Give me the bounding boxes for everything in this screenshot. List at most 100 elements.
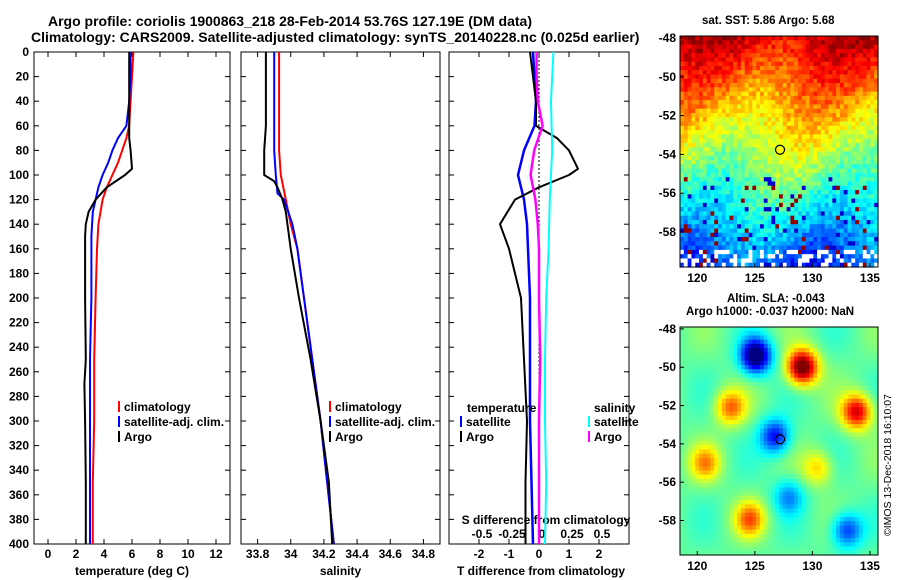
sla-map-cell xyxy=(721,348,727,353)
sst-map-cell xyxy=(817,113,822,118)
sla-map-cell xyxy=(790,479,795,484)
sst-map-cell xyxy=(794,44,799,50)
sst-map-cell xyxy=(820,228,826,234)
sst-map-cell xyxy=(798,83,803,88)
sst-map-cell xyxy=(866,198,871,204)
sst-map-cell xyxy=(775,219,780,225)
sla-map-cell xyxy=(767,483,772,489)
sla-map-cell xyxy=(870,453,875,459)
sla-map-cell xyxy=(794,483,799,489)
sla-map-cell xyxy=(710,360,715,366)
sla-map-cell xyxy=(847,419,852,425)
sla-map-cell xyxy=(752,394,757,400)
sst-map-cell xyxy=(862,207,868,212)
sst-map-cell xyxy=(779,211,784,217)
sst-map-cell xyxy=(695,121,700,127)
sla-map-cell xyxy=(683,449,689,455)
sst-map-cell xyxy=(763,125,769,131)
sst-map-cell xyxy=(695,211,700,217)
sst-map-cell xyxy=(855,164,860,170)
sla-map-cell xyxy=(691,441,696,446)
sla-map-cell xyxy=(680,449,685,455)
sla-map-cell xyxy=(862,339,868,345)
sla-map-cell xyxy=(687,339,693,345)
sst-map-cell xyxy=(710,241,715,247)
sst-map-cell xyxy=(866,177,871,183)
sla-map-cell xyxy=(740,479,746,484)
sst-map-cell xyxy=(858,164,864,170)
sst-map-cell xyxy=(759,100,765,106)
sst-map-cell xyxy=(756,224,761,230)
sst-map-cell xyxy=(809,164,814,170)
sst-map-cell xyxy=(710,215,715,221)
sst-map-cell xyxy=(702,198,708,204)
sla-map-cell xyxy=(729,348,734,353)
sla-map-cell xyxy=(767,441,772,446)
sla-map-cell xyxy=(809,474,814,480)
sst-map-cell xyxy=(855,91,860,97)
sla-map-cell xyxy=(828,432,833,438)
sla-map-cell xyxy=(737,348,742,353)
sla-map-cell xyxy=(817,348,822,353)
sst-map-cell xyxy=(687,40,693,46)
sst-map-cell xyxy=(836,87,841,93)
sla-map-cell xyxy=(748,453,753,459)
sst-map-cell xyxy=(744,83,750,88)
sst-map-cell xyxy=(775,198,780,204)
sla-map-cell xyxy=(790,369,795,375)
sst-map-cell xyxy=(798,172,803,178)
sla-map-cell xyxy=(790,453,795,459)
sst-map-cell xyxy=(798,258,803,264)
sst-map-cell xyxy=(718,100,723,106)
sst-map-cell xyxy=(710,211,715,217)
sla-map-cell xyxy=(718,365,723,370)
sst-map-cell xyxy=(702,177,708,183)
sst-map-cell xyxy=(832,249,837,255)
sla-map-cell xyxy=(763,487,769,493)
sst-map-cell xyxy=(870,65,875,71)
sst-map-cell xyxy=(790,237,795,242)
sla-map-cell xyxy=(862,373,868,379)
sla-map-cell xyxy=(752,327,757,332)
sla-map-cell xyxy=(710,398,715,404)
sla-map-cell xyxy=(737,356,742,362)
sst-map-cell xyxy=(801,185,807,191)
sla-map-cell xyxy=(691,373,696,379)
sst-map-cell xyxy=(858,194,864,200)
sla-map-cell xyxy=(714,386,719,391)
sst-map-cell xyxy=(817,160,822,165)
sla-map-cell xyxy=(779,419,784,425)
sst-map-cell xyxy=(771,91,776,97)
sla-map-cell xyxy=(729,352,734,358)
sst-map-cell xyxy=(740,151,746,157)
sla-map-cell xyxy=(759,419,765,425)
sst-map-cell xyxy=(744,36,750,41)
sla-map-cell xyxy=(710,386,715,391)
sst-map-cell xyxy=(714,95,719,101)
sst-map-cell xyxy=(721,258,727,264)
sla-map-cell xyxy=(721,474,727,480)
sla-map-cell xyxy=(695,466,700,472)
sla-map-cell xyxy=(733,449,738,455)
sst-map-cell xyxy=(813,87,818,93)
sla-map-cell xyxy=(782,419,788,425)
sla-map-cell xyxy=(817,462,822,467)
sst-map-cell xyxy=(820,202,826,208)
sla-map-cell xyxy=(798,411,803,417)
sst-map-cell xyxy=(828,237,833,242)
sst-map-cell xyxy=(779,241,784,247)
sst-map-cell xyxy=(836,117,841,123)
sst-map-cell xyxy=(836,254,841,260)
sst-map-cell xyxy=(748,108,753,114)
sst-map-cell xyxy=(733,142,738,148)
sst-map-cell xyxy=(706,211,712,217)
sst-map-cell xyxy=(847,117,852,123)
sla-map-cell xyxy=(798,407,803,413)
sst-map-cell xyxy=(695,168,700,174)
sla-map-cell xyxy=(718,470,723,476)
sla-map-cell xyxy=(729,373,734,379)
sst-map-cell xyxy=(691,87,696,93)
sla-map-cell xyxy=(809,457,814,463)
sst-map-cell xyxy=(683,130,689,135)
sla-map-cell xyxy=(714,428,719,434)
